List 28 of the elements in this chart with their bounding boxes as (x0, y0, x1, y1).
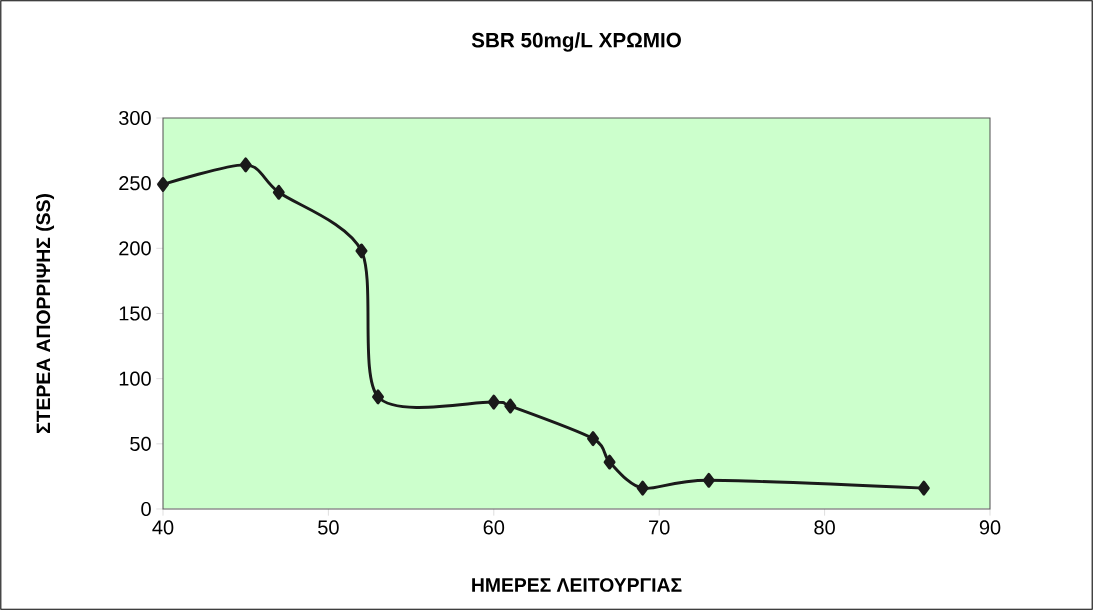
point (157, 176, 169, 192)
x-axis-title: ΗΜΕΡΕΣ ΛΕΙΤΟΥΡΓΙΑΣ (472, 578, 682, 592)
point (355, 243, 368, 259)
x-tick-label: 40 (152, 520, 174, 535)
point (487, 394, 500, 410)
y-tick-label: 300 (119, 110, 151, 126)
x-tick-label: 50 (318, 520, 339, 535)
y-axis-title: ΣΤΕΡΕΑ ΑΠΟΡΡΙΨΗΣ (SS) (36, 194, 55, 434)
y-tick-label: 200 (119, 241, 151, 256)
x-tick-label: 70 (649, 520, 670, 535)
point (636, 480, 649, 496)
x-tick-label: 80 (814, 520, 835, 535)
chart-title: SBR 50mg/L ΧΡΩΜΙΟ (471, 32, 681, 52)
point (917, 480, 930, 496)
y-tick-label: 100 (119, 371, 151, 386)
x-tick-label: 60 (483, 520, 505, 535)
point (239, 157, 252, 173)
point (272, 184, 285, 200)
point (587, 431, 600, 447)
y-tick-label: 0 (141, 501, 151, 517)
x-tick-label: 90 (979, 520, 1001, 535)
y-tick-label: 50 (130, 436, 151, 451)
point (504, 398, 517, 414)
point (372, 389, 384, 405)
y-tick-label: 150 (119, 306, 151, 321)
y-tick-label: 250 (119, 176, 151, 191)
point (603, 454, 616, 470)
point (702, 472, 715, 488)
